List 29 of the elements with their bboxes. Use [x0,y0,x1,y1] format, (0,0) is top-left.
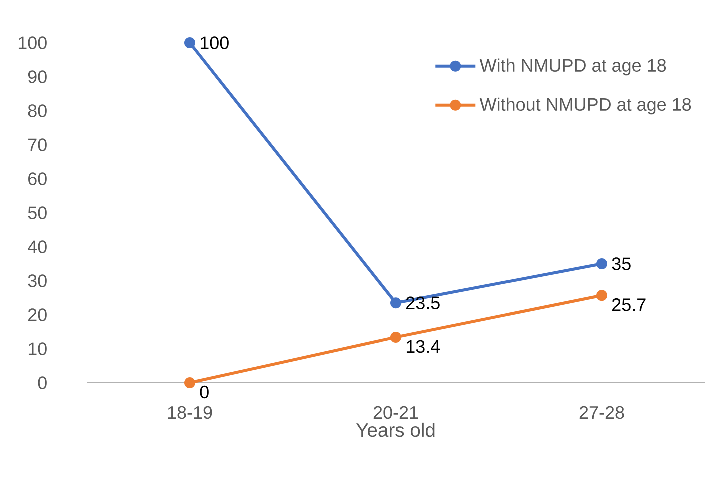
point [390,332,402,343]
y-tick-label: 50 [28,206,47,220]
y-tick-label: 0 [38,376,47,390]
y-tick-label: 100 [18,36,47,50]
x-tick-label: 18-19 [168,406,212,420]
y-tick-label: 10 [28,342,47,356]
point [390,298,402,309]
y-tick-label: 40 [28,240,47,254]
point [184,378,196,388]
y-tick-label: 60 [28,172,47,186]
x-tick-label: 20-21 [374,406,418,420]
point [184,38,196,48]
x-axis-title: Years old [356,422,435,438]
y-tick-label: 70 [28,138,47,152]
y-tick-label: 80 [28,104,47,118]
y-tick-label: 30 [28,274,47,288]
y-tick-label: 90 [28,70,47,84]
data-label: 25.7 [612,298,646,312]
point [596,258,608,270]
y-tick-label: 20 [28,308,47,322]
data-label: 13.4 [406,340,440,354]
legend-label: Without NMUPD at age 18 [480,98,692,115]
data-label: 23.5 [406,296,440,310]
legend-label: With NMUPD at age 18 [480,58,666,76]
x-tick-label: 27-28 [580,406,624,420]
point [596,290,608,302]
data-label: 100 [200,36,229,50]
data-label: 35 [612,258,631,270]
data-label: 0 [200,386,209,399]
